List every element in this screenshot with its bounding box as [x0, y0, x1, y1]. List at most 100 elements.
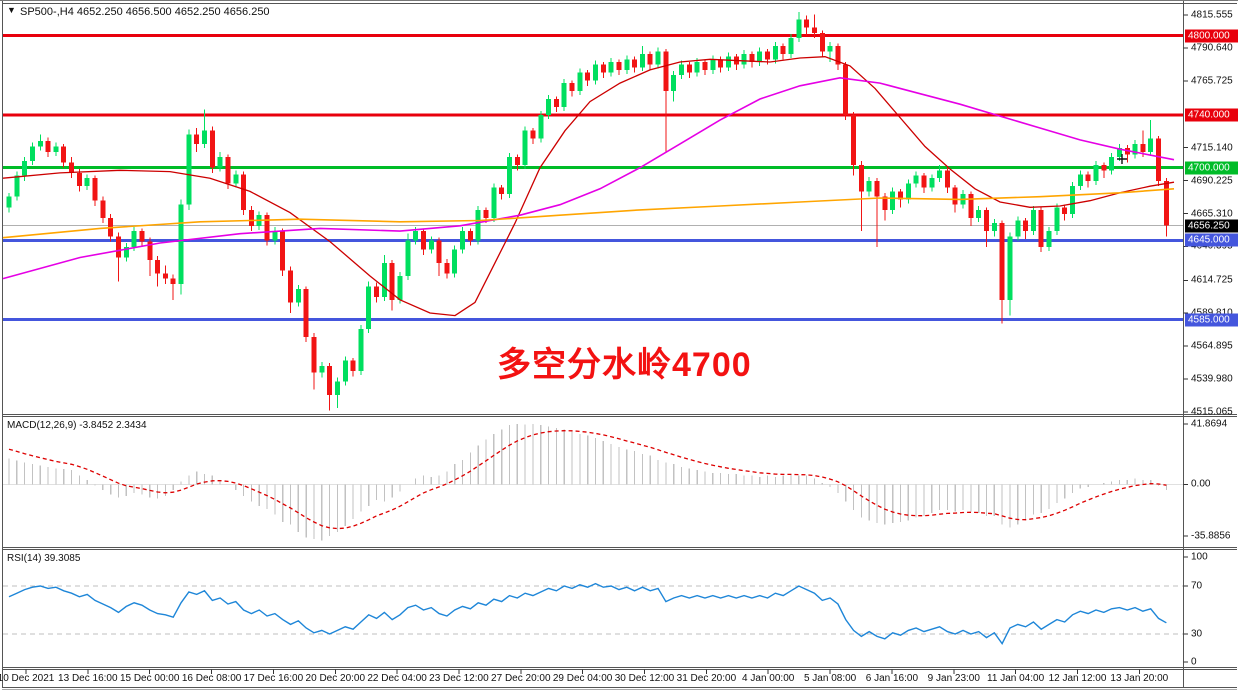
symbol-dropdown-icon[interactable]: ▼	[7, 5, 16, 15]
candle-body	[37, 141, 43, 147]
candle-body	[1054, 207, 1060, 232]
candle-body	[1030, 209, 1036, 232]
candle-body	[968, 194, 974, 218]
rsi-tick-label: 30	[1191, 628, 1203, 640]
candle-body	[170, 278, 176, 284]
candle-body	[538, 114, 544, 139]
price-tick-label: 4765.725	[1191, 75, 1233, 87]
price-level-label: 4645.000	[1185, 233, 1238, 247]
candle-body	[178, 204, 184, 284]
candle-body	[835, 46, 841, 65]
time-tick-label: 11 Jan 04:00	[987, 673, 1045, 684]
time-tick-label: 15 Dec 00:00	[119, 673, 180, 684]
candle-body	[999, 223, 1005, 300]
time-tick-label: 5 Jan 08:00	[803, 673, 857, 684]
candle-body	[162, 273, 168, 279]
candle-body	[1116, 147, 1122, 158]
candle-body	[202, 130, 207, 144]
candle-body	[663, 51, 669, 92]
candle-body	[413, 231, 419, 241]
candle-body	[248, 209, 254, 226]
candle-body	[123, 246, 129, 258]
candle-body	[819, 32, 825, 52]
candle-body	[131, 231, 137, 247]
price-level-label: 4800.000	[1185, 29, 1238, 42]
time-tick-label: 29 Dec 04:00	[552, 673, 613, 684]
candle-body	[694, 61, 700, 73]
candle-body	[780, 46, 786, 55]
candle-body	[788, 38, 794, 55]
candle-body	[1038, 209, 1044, 247]
price-tick-label: 4815.555	[1191, 9, 1233, 21]
candle-body	[1007, 236, 1013, 300]
candle-body	[913, 175, 919, 184]
candle-body	[1093, 165, 1099, 181]
candle-body	[647, 54, 653, 65]
candle-body	[22, 161, 28, 176]
candle-body	[452, 249, 458, 274]
candle-body	[890, 191, 896, 210]
candle-body	[1156, 138, 1162, 181]
candle-body	[593, 64, 598, 81]
candle-body	[405, 240, 411, 276]
rsi-line	[8, 582, 1167, 645]
candle-body	[288, 270, 294, 303]
candle-body	[6, 196, 12, 208]
candle-body	[327, 365, 333, 395]
candle-body	[295, 289, 301, 303]
time-tick-label: 20 Dec 20:00	[305, 673, 366, 684]
candle-body	[350, 360, 356, 372]
time-tick-label: 10 Dec 2021	[0, 673, 55, 684]
time-tick-label: 13 Dec 16:00	[58, 673, 118, 684]
candle-body	[264, 215, 270, 241]
candle-body	[45, 141, 51, 152]
candle-body	[1132, 143, 1138, 155]
time-tick-label: 30 Dec 12:00	[614, 673, 675, 684]
candle-body	[952, 187, 958, 205]
candle-body	[1062, 207, 1068, 214]
candle-body	[1077, 174, 1083, 187]
candle-body	[811, 27, 817, 33]
candle-body	[467, 231, 473, 241]
candle-body	[61, 146, 67, 163]
time-tick-label: 4 Jan 00:00	[742, 673, 795, 684]
candle-body	[624, 59, 630, 70]
candle-body	[639, 54, 645, 68]
candle-body	[272, 231, 278, 241]
time-tick-label: 9 Jan 23:00	[927, 673, 980, 684]
time-tick-label: 6 Jan 16:00	[865, 673, 919, 684]
candle-body	[1046, 231, 1052, 247]
time-tick-label: 16 Dec 08:00	[181, 673, 242, 684]
candle-body	[929, 178, 935, 188]
macd-tick-label: 41.8694	[1191, 418, 1228, 430]
current-price-label: 4656.250	[1185, 219, 1238, 232]
candle-body	[76, 172, 82, 187]
candle-body	[1148, 138, 1154, 152]
candle-body	[765, 51, 771, 60]
candle-body	[381, 262, 387, 298]
candle-body	[53, 146, 59, 152]
price-tick-label: 4564.895	[1191, 340, 1233, 352]
candle-body	[303, 289, 309, 337]
time-tick-label: 22 Dec 04:00	[367, 673, 427, 684]
price-tick-label: 4715.140	[1191, 142, 1233, 154]
candle-body	[100, 200, 106, 218]
time-tick-label: 13 Jan 20:00	[1110, 673, 1169, 684]
cross-marker-icon	[1117, 154, 1127, 164]
candle-body	[585, 72, 591, 81]
candle-body	[139, 231, 145, 242]
candle-body	[1163, 180, 1169, 226]
candle-body	[233, 174, 239, 184]
candle-body	[858, 165, 864, 192]
candle-body	[92, 178, 98, 201]
time-tick-label: 23 Dec 12:00	[429, 673, 489, 684]
candle-body	[686, 64, 692, 73]
candle-body	[428, 240, 434, 250]
candle-body	[155, 260, 161, 274]
candle-body	[397, 275, 403, 300]
rsi-indicator-label: RSI(14) 39.3085	[7, 553, 81, 564]
candle-body	[632, 59, 638, 68]
price-tick-label: 4790.640	[1191, 42, 1233, 54]
candle-body	[530, 130, 536, 139]
